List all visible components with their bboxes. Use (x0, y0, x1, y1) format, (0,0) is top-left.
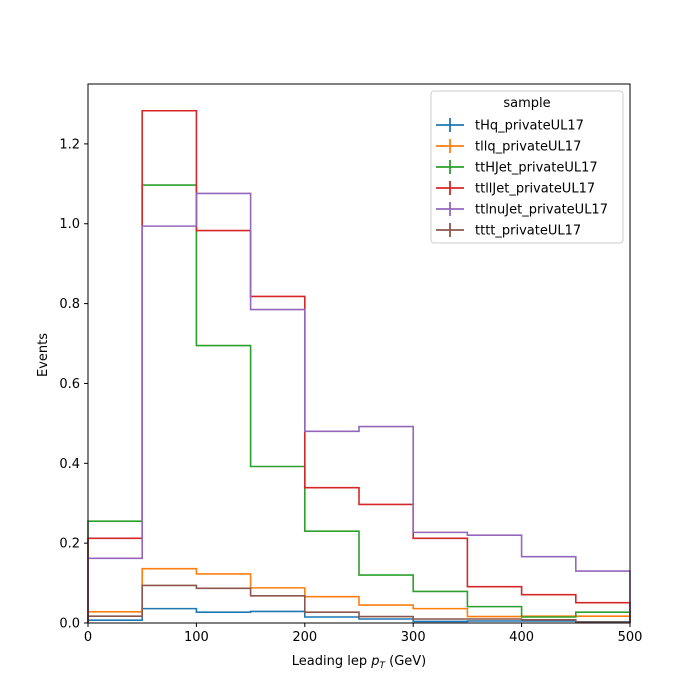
x-tick-label: 400 (509, 630, 534, 645)
x-tick-label: 100 (184, 630, 209, 645)
legend-label: ttllJet_privateUL17 (475, 182, 595, 197)
y-tick-label: 0.2 (59, 537, 80, 552)
axes-frame (87, 83, 631, 624)
y-axis-ticks: 0.0 0.2 0.4 0.6 0.8 1.0 1.2 (59, 137, 88, 632)
legend-entry-ttlnuJet_privateUL17: ttlnuJet_privateUL17 (436, 202, 608, 218)
y-tick-label: 0.4 (59, 457, 80, 472)
legend-entry-ttHJet_privateUL17: ttHJet_privateUL17 (436, 160, 598, 176)
legend-entry-tHq_privateUL17: tHq_privateUL17 (436, 118, 584, 134)
y-tick-label: 1.2 (59, 137, 80, 152)
x-tick-label: 0 (84, 630, 92, 645)
plot-area (87, 109, 631, 624)
legend-label: tHq_privateUL17 (475, 119, 584, 134)
legend-box (430, 90, 624, 244)
y-axis-label: Events (36, 333, 51, 377)
x-tick-label: 500 (618, 630, 643, 645)
y-tick-label: 1.0 (59, 217, 80, 232)
legend-entry-tllq_privateUL17: tllq_privateUL17 (436, 139, 581, 155)
x-tick-label: 200 (292, 630, 317, 645)
series-step-ttlnuJet_privateUL17 (87, 192, 631, 623)
x-tick-label: 300 (401, 630, 426, 645)
series-step-ttHJet_privateUL17 (87, 184, 631, 623)
x-axis-ticks: 0 100 200 300 400 500 (84, 623, 643, 645)
series-step-tttt_privateUL17 (87, 584, 631, 624)
legend-label: ttHJet_privateUL17 (475, 161, 598, 176)
legend: sample tHq_privateUL17 tllq_privateUL17tt… (430, 90, 624, 244)
legend-label: ttlnuJet_privateUL17 (475, 203, 608, 218)
legend-label: tllq_privateUL17 (475, 140, 581, 155)
legend-entries: tHq_privateUL17 tllq_privateUL17 ttHJet_pr… (436, 118, 608, 239)
y-tick-label: 0.6 (59, 377, 80, 392)
legend-entry-tttt_privateUL17: tttt_privateUL17 (436, 223, 581, 239)
y-tick-label: 0.8 (59, 297, 80, 312)
series-step-ttllJet_privateUL17 (87, 109, 631, 623)
x-axis-label: Leading lep pT (GeV) (292, 654, 426, 671)
legend-label: tttt_privateUL17 (475, 224, 581, 239)
legend-title: sample (503, 96, 550, 111)
y-tick-label: 0.0 (59, 617, 80, 632)
legend-entry-ttllJet_privateUL17: ttllJet_privateUL17 (436, 181, 595, 197)
